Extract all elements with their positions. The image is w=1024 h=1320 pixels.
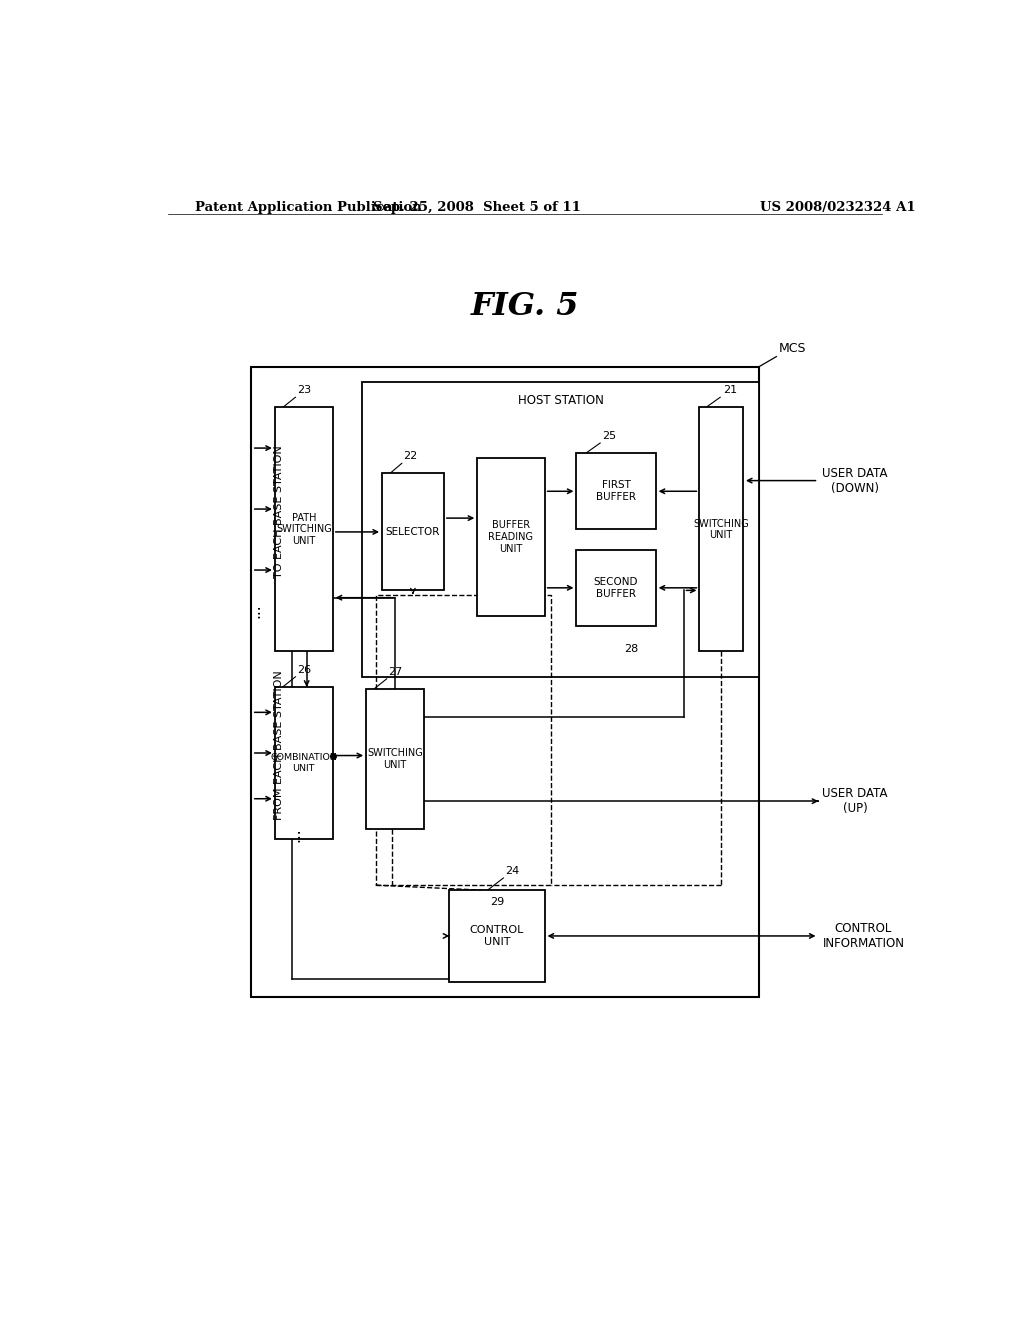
- FancyBboxPatch shape: [477, 458, 545, 615]
- Text: 24: 24: [505, 866, 519, 876]
- Text: PATH
SWITCHING
UNIT: PATH SWITCHING UNIT: [275, 512, 332, 546]
- Text: FROM EACH BASE STATION: FROM EACH BASE STATION: [273, 671, 284, 820]
- FancyBboxPatch shape: [362, 381, 759, 677]
- Text: USER DATA
(UP): USER DATA (UP): [822, 787, 888, 816]
- FancyBboxPatch shape: [367, 689, 424, 829]
- Text: FIG. 5: FIG. 5: [471, 290, 579, 322]
- Text: USER DATA
(DOWN): USER DATA (DOWN): [822, 466, 888, 495]
- Text: SECOND
BUFFER: SECOND BUFFER: [594, 577, 638, 599]
- Text: ...: ...: [248, 603, 262, 618]
- Text: ...: ...: [287, 828, 302, 842]
- Text: SWITCHING
UNIT: SWITCHING UNIT: [368, 748, 423, 770]
- FancyBboxPatch shape: [577, 453, 655, 529]
- Text: COMBINATION
UNIT: COMBINATION UNIT: [270, 754, 337, 772]
- Text: SWITCHING
UNIT: SWITCHING UNIT: [693, 519, 750, 540]
- FancyBboxPatch shape: [274, 686, 333, 840]
- Text: 28: 28: [624, 644, 638, 655]
- Text: US 2008/0232324 A1: US 2008/0232324 A1: [761, 201, 916, 214]
- FancyBboxPatch shape: [382, 474, 443, 590]
- Text: 26: 26: [297, 665, 311, 675]
- Text: 29: 29: [490, 898, 505, 907]
- Text: TO EACH BASE STATION: TO EACH BASE STATION: [273, 445, 284, 578]
- Text: 23: 23: [297, 385, 311, 395]
- FancyBboxPatch shape: [699, 408, 743, 651]
- Text: 22: 22: [403, 451, 418, 461]
- Text: FIRST
BUFFER: FIRST BUFFER: [596, 480, 636, 502]
- Text: CONTROL
INFORMATION: CONTROL INFORMATION: [822, 921, 904, 950]
- FancyBboxPatch shape: [450, 890, 545, 982]
- Text: 27: 27: [388, 667, 402, 677]
- Text: SELECTOR: SELECTOR: [386, 527, 440, 537]
- Text: 25: 25: [602, 430, 615, 441]
- FancyBboxPatch shape: [577, 549, 655, 626]
- Text: Patent Application Publication: Patent Application Publication: [196, 201, 422, 214]
- Text: MCS: MCS: [779, 342, 806, 355]
- Text: BUFFER
READING
UNIT: BUFFER READING UNIT: [488, 520, 534, 553]
- Text: Sep. 25, 2008  Sheet 5 of 11: Sep. 25, 2008 Sheet 5 of 11: [373, 201, 582, 214]
- FancyBboxPatch shape: [251, 367, 759, 997]
- Text: 21: 21: [723, 385, 737, 395]
- Text: CONTROL
UNIT: CONTROL UNIT: [470, 925, 524, 946]
- FancyBboxPatch shape: [274, 408, 333, 651]
- Text: HOST STATION: HOST STATION: [517, 395, 603, 407]
